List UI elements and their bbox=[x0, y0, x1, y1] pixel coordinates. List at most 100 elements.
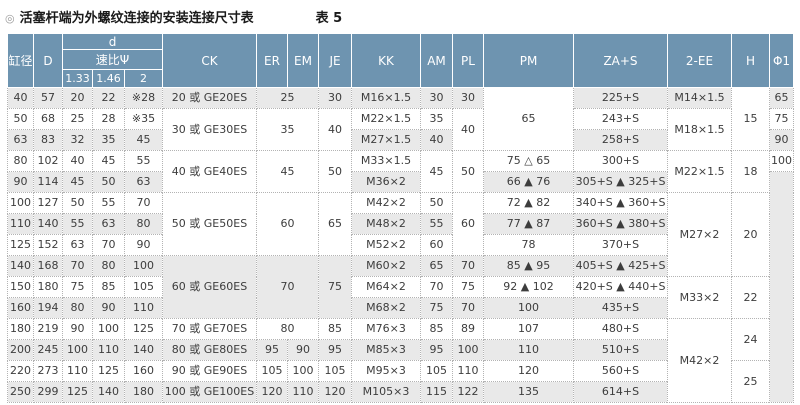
table-cell: 92 ▲ 102 bbox=[483, 276, 574, 298]
table-cell: M48×2 bbox=[351, 213, 421, 235]
table-cell: M42×2 bbox=[667, 318, 732, 403]
table-cell: 107 bbox=[483, 318, 574, 340]
table-cell: 20 bbox=[731, 192, 770, 277]
table-cell: 35 bbox=[256, 108, 319, 151]
table-cell: 40 bbox=[7, 87, 34, 109]
table-cell: 100 或 GE100ES bbox=[162, 381, 257, 403]
bullet-icon: ◎ bbox=[5, 12, 15, 25]
column-header: 1.33 bbox=[62, 69, 93, 88]
table-cell: 180 bbox=[124, 381, 163, 403]
table-cell: 105 bbox=[256, 360, 288, 382]
table-cell: 114 bbox=[33, 171, 63, 193]
table-cell: 360+S ▲ 380+S bbox=[573, 213, 668, 235]
table-row: 150 180 75 85 105 M64×2 70 75 92 ▲ 102 420+S ▲ 44… bbox=[7, 276, 794, 319]
table-cell: 18 bbox=[731, 150, 770, 193]
table-cell: 55 bbox=[62, 213, 93, 235]
table-row: 90 114 45 50 63 M36×2 66 ▲ 76 305+S ▲ 325+S bbox=[7, 171, 794, 403]
table-row: 110 140 55 63 80 M48×2 55 77 ▲ 87 360+S ▲ 380+S bbox=[7, 213, 794, 235]
table-cell: 45 bbox=[124, 129, 163, 151]
table-cell: M42×2 bbox=[351, 192, 421, 214]
table-cell: 95 bbox=[318, 339, 352, 361]
column-header: PM bbox=[483, 33, 574, 88]
table-cell: ※35 bbox=[124, 108, 163, 130]
table-cell: 90 bbox=[287, 339, 319, 361]
table-cell: 560+S bbox=[573, 360, 668, 382]
table-number-label: 表 5 bbox=[315, 11, 343, 26]
table-cell: 35 bbox=[92, 129, 125, 151]
column-header: KK bbox=[351, 33, 421, 88]
table-cell: 65 bbox=[769, 87, 794, 109]
table-cell: 50 bbox=[318, 150, 352, 193]
table-cell: 85 bbox=[318, 318, 352, 340]
table-cell: 480+S bbox=[573, 318, 668, 340]
table-cell: 120 bbox=[483, 360, 574, 382]
table-cell: 125 bbox=[7, 234, 34, 256]
table-cell: M36×2 bbox=[351, 171, 421, 193]
table-cell: 299 bbox=[33, 381, 63, 403]
column-header: PL bbox=[452, 33, 484, 88]
table-cell: 219 bbox=[33, 318, 63, 340]
table-cell: 20 bbox=[62, 87, 93, 109]
table-cell: 105 bbox=[420, 360, 453, 382]
table-cell: 30 或 GE30ES bbox=[162, 108, 257, 151]
table-cell: 80 或 GE80ES bbox=[162, 339, 257, 361]
table-cell: M95×3 bbox=[351, 360, 421, 382]
table-cell: M52×2 bbox=[351, 234, 421, 256]
table-cell: 243+S bbox=[573, 108, 668, 130]
table-cell: 50 bbox=[7, 108, 34, 130]
table-cell: 75 bbox=[769, 108, 794, 130]
table-cell: 80 bbox=[62, 297, 93, 319]
table-cell: 85 bbox=[420, 318, 453, 340]
table-cell: 194 bbox=[33, 297, 63, 319]
table-cell: 40 bbox=[420, 129, 453, 151]
column-header: 2 bbox=[124, 69, 163, 88]
table-row: 220 273 110 125 160 90 或 GE90ES 105 100 105 M95×3… bbox=[7, 360, 794, 403]
table-cell: 75 bbox=[420, 297, 453, 319]
table-cell: 50 或 GE50ES bbox=[162, 192, 257, 256]
table-cell: 22 bbox=[731, 276, 770, 319]
table-cell: 95 bbox=[256, 339, 288, 361]
table-cell: 340+S ▲ 360+S bbox=[573, 192, 668, 214]
table-cell: 120 bbox=[318, 381, 352, 403]
table-cell: 95 bbox=[420, 339, 453, 361]
table-cell: 300+S bbox=[573, 150, 668, 172]
table-cell: 110 bbox=[7, 213, 34, 235]
column-header: D bbox=[33, 33, 63, 88]
table-cell: 30 bbox=[318, 87, 352, 109]
table-cell: 90 bbox=[124, 234, 163, 256]
table-cell: 105 bbox=[124, 276, 163, 298]
table-row: 160 194 80 90 110 M68×2 75 70 100 435+S bbox=[7, 297, 794, 319]
table-cell: 55 bbox=[124, 150, 163, 172]
table-row: 125 152 63 70 90 M52×2 60 78 370+S bbox=[7, 234, 794, 256]
column-header: ER bbox=[256, 33, 288, 88]
table-row: 250 299 125 140 180 100 或 GE100ES 120 110 120 M10… bbox=[7, 381, 794, 403]
table-cell: 66 ▲ 76 bbox=[483, 171, 574, 193]
table-cell: 24 bbox=[731, 318, 770, 361]
table-cell: 80 bbox=[256, 318, 319, 340]
table-cell: 63 bbox=[62, 234, 93, 256]
table-cell: 40 bbox=[62, 150, 93, 172]
table-cell: 25 bbox=[256, 87, 319, 109]
table-cell: 15 bbox=[731, 87, 770, 151]
table-cell: 68 bbox=[33, 108, 63, 130]
table-cell: 250 bbox=[7, 381, 34, 403]
table-cell: 220 bbox=[7, 360, 34, 382]
table-cell: 60 bbox=[452, 192, 484, 256]
table-cell: 125 bbox=[92, 360, 125, 382]
column-header: 2-EE bbox=[667, 33, 732, 88]
table-cell: 45 bbox=[92, 150, 125, 172]
column-header: EM bbox=[287, 33, 319, 88]
table-cell: 405+S ▲ 425+S bbox=[573, 255, 668, 277]
column-header: CK bbox=[162, 33, 257, 88]
table-cell: 75 bbox=[318, 255, 352, 319]
table-cell: 40 或 GE40ES bbox=[162, 150, 257, 193]
table-cell: 168 bbox=[33, 255, 63, 277]
table-cell: 65 bbox=[483, 87, 574, 151]
table-row: 140 168 70 80 100 60 或 GE60ES 70 75 M60×2 65 70 85 … bbox=[7, 255, 794, 319]
table-cell: 140 bbox=[124, 339, 163, 361]
table-cell: 70 bbox=[124, 192, 163, 214]
table-cell: ※28 bbox=[124, 87, 163, 109]
table-cell: 110 bbox=[287, 381, 319, 403]
table-cell: 110 bbox=[62, 360, 93, 382]
